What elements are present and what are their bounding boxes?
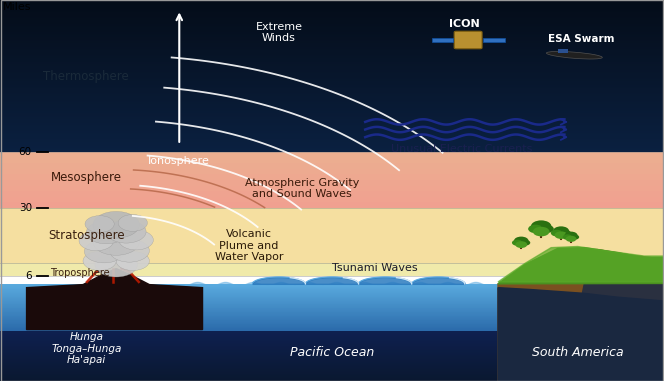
Circle shape	[564, 232, 578, 239]
Circle shape	[570, 234, 579, 240]
Circle shape	[86, 221, 126, 244]
Text: Atmospheric Gravity
and Sound Waves: Atmospheric Gravity and Sound Waves	[245, 178, 359, 199]
Text: Mesosphere: Mesosphere	[51, 171, 122, 184]
Text: Unusual Electric Currents: Unusual Electric Currents	[391, 144, 532, 154]
FancyBboxPatch shape	[454, 31, 482, 49]
Circle shape	[520, 240, 531, 246]
Circle shape	[566, 236, 576, 242]
Text: Pacific Ocean: Pacific Ocean	[290, 346, 374, 359]
Polygon shape	[498, 248, 664, 284]
Text: Extreme
Winds: Extreme Winds	[256, 22, 302, 43]
Circle shape	[110, 239, 149, 262]
Circle shape	[528, 225, 543, 233]
Circle shape	[551, 230, 562, 236]
Polygon shape	[564, 272, 664, 381]
Bar	[432, 38, 453, 42]
Text: Troposphere: Troposphere	[50, 268, 110, 278]
Text: 30: 30	[19, 203, 32, 213]
Text: ICON: ICON	[450, 19, 480, 29]
Circle shape	[119, 230, 153, 250]
Circle shape	[84, 240, 124, 263]
Text: 60: 60	[19, 147, 32, 157]
Circle shape	[93, 229, 139, 255]
Text: 6: 6	[25, 271, 32, 281]
Text: Ionosphere: Ionosphere	[148, 156, 210, 166]
Text: Volcanic
Plume and
Water Vapor: Volcanic Plume and Water Vapor	[214, 229, 284, 263]
Text: Hunga
Tonga–Hunga
Ha'apai: Hunga Tonga–Hunga Ha'apai	[51, 332, 122, 365]
Circle shape	[553, 226, 569, 235]
Text: Miles: Miles	[3, 2, 32, 12]
Circle shape	[116, 251, 149, 271]
Text: Tsunami Waves: Tsunami Waves	[333, 263, 418, 273]
Circle shape	[554, 231, 568, 239]
Circle shape	[95, 253, 137, 277]
Circle shape	[83, 251, 116, 271]
Circle shape	[118, 215, 147, 231]
Circle shape	[85, 216, 114, 232]
Circle shape	[540, 225, 554, 233]
Ellipse shape	[546, 51, 602, 59]
Circle shape	[515, 241, 527, 248]
Circle shape	[560, 230, 571, 236]
Circle shape	[93, 211, 139, 238]
Circle shape	[106, 220, 146, 243]
Polygon shape	[498, 247, 664, 282]
Circle shape	[562, 234, 572, 240]
Bar	[483, 38, 505, 42]
Polygon shape	[498, 288, 664, 381]
Text: ESA Swarm: ESA Swarm	[548, 34, 614, 44]
Circle shape	[79, 231, 114, 251]
Circle shape	[514, 237, 529, 245]
Text: Stratosphere: Stratosphere	[48, 229, 125, 242]
Circle shape	[531, 220, 551, 232]
Circle shape	[512, 240, 523, 246]
Polygon shape	[498, 250, 664, 381]
Text: Thermosphere: Thermosphere	[43, 70, 129, 83]
Text: South America: South America	[532, 346, 623, 359]
Bar	[558, 49, 568, 53]
Circle shape	[533, 227, 550, 236]
Polygon shape	[27, 269, 203, 330]
